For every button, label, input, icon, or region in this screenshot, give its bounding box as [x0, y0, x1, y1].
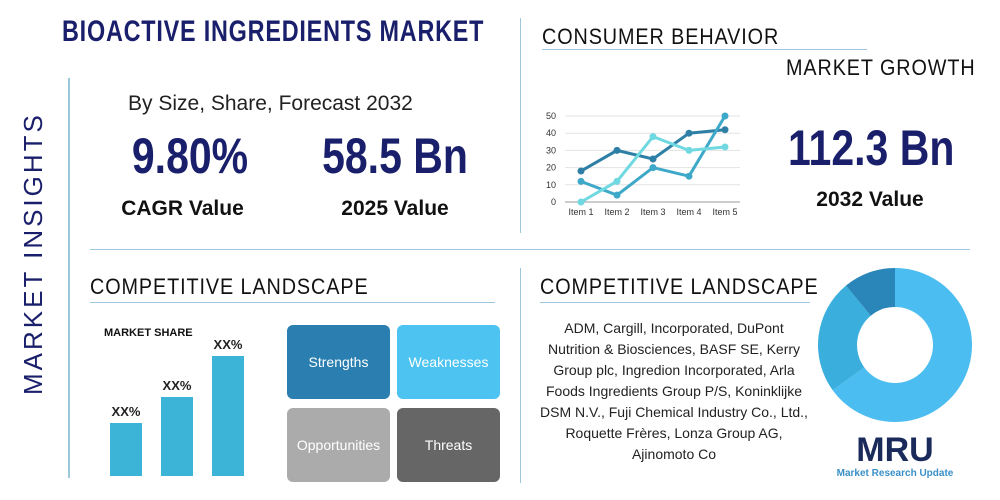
data-point — [649, 155, 657, 163]
swot-opportunities: Opportunities — [287, 408, 390, 482]
y-tick-label: 30 — [546, 145, 556, 155]
logo-text: Market Research Update — [836, 468, 954, 479]
y-tick-label: 10 — [546, 180, 556, 190]
market-share-bar-label: XX% — [213, 337, 243, 352]
y-tick-label: 20 — [546, 163, 556, 173]
cagr-label: CAGR Value — [121, 197, 244, 220]
divider — [90, 249, 970, 250]
side-label: MARKET INSIGHTS — [18, 112, 48, 395]
donut-slice — [845, 268, 895, 316]
data-point — [721, 112, 729, 120]
data-point — [613, 177, 621, 185]
market-share-bar — [161, 396, 193, 476]
data-point — [613, 146, 621, 154]
value-2032: 112.3 Bn — [788, 120, 955, 176]
market-growth-heading: MARKET GROWTH — [786, 55, 976, 80]
logo: MRU Market Research Update — [830, 432, 960, 480]
data-point — [721, 143, 729, 151]
divider — [540, 302, 810, 303]
donut-chart — [818, 268, 972, 422]
divider — [68, 78, 70, 478]
market-share-bar — [110, 423, 142, 476]
x-tick-label: Item 1 — [568, 207, 593, 217]
data-point — [649, 133, 657, 141]
market-share-bar — [212, 356, 244, 476]
data-point — [649, 164, 657, 172]
value-2032-label: 2032 Value — [816, 188, 924, 211]
companies-list: ADM, Cargill, Incorporated, DuPont Nutri… — [540, 320, 808, 462]
consumer-behavior-heading: CONSUMER BEHAVIOR — [542, 24, 780, 49]
value-2025-label: 2025 Value — [341, 197, 449, 220]
y-tick-label: 50 — [546, 111, 556, 121]
x-tick-label: Item 5 — [712, 207, 737, 217]
x-tick-label: Item 2 — [604, 207, 629, 217]
divider — [520, 18, 521, 233]
market-share-bar-label: XX% — [162, 377, 192, 393]
divider — [542, 49, 867, 50]
data-point — [577, 198, 585, 206]
swot-threats: Threats — [397, 408, 500, 482]
x-tick-label: Item 4 — [676, 207, 701, 217]
market-share-bar-label: XX% — [111, 404, 141, 420]
swot-weaknesses: Weaknesses — [397, 325, 500, 399]
donut-slice — [818, 285, 871, 391]
competitive-left-heading: COMPETITIVE LANDSCAPE — [90, 274, 369, 299]
value-2025: 58.5 Bn — [322, 128, 468, 184]
divider — [90, 302, 495, 303]
divider — [520, 268, 521, 483]
data-point — [685, 146, 693, 154]
data-point — [577, 177, 585, 185]
page-title: BIOACTIVE INGREDIENTS MARKET — [62, 15, 485, 48]
line-chart: 0 10 20 30 40 50 Item 1 Item 2 Item 3 Item 4 Item … — [546, 111, 740, 217]
data-point — [613, 191, 621, 199]
data-point — [577, 167, 585, 175]
y-tick-label: 0 — [551, 197, 556, 207]
y-tick-label: 40 — [546, 128, 556, 138]
market-share-title: MARKET SHARE — [104, 327, 193, 339]
competitive-right-heading: COMPETITIVE LANDSCAPE — [540, 274, 819, 299]
data-point — [685, 172, 693, 180]
data-point — [685, 129, 693, 137]
swot-strengths: Strengths — [287, 325, 390, 399]
x-tick-label: Item 3 — [640, 207, 665, 217]
data-point — [721, 126, 729, 134]
subtitle: By Size, Share, Forecast 2032 — [128, 92, 413, 115]
logo-mark: MRU — [856, 431, 934, 469]
donut-slice — [832, 268, 972, 422]
cagr-value: 9.80% — [131, 128, 249, 184]
